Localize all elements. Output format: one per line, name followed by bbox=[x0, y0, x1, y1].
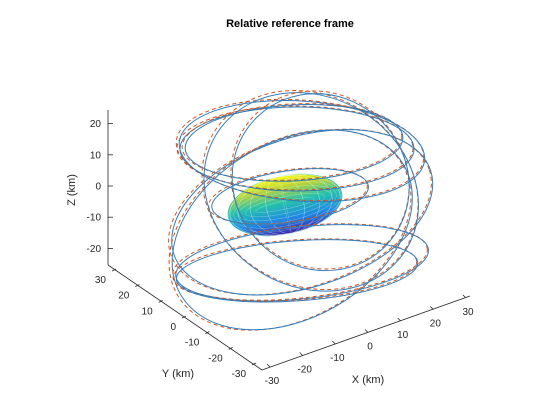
z-tick-label: 0 bbox=[95, 182, 101, 193]
orbit-trace-primary bbox=[171, 129, 434, 296]
orbit-trace-primary bbox=[231, 93, 410, 272]
mesh-line bbox=[237, 174, 333, 236]
z-tick-label: 10 bbox=[90, 150, 102, 161]
y-tick-label: -30 bbox=[232, 369, 247, 380]
orbit-trace-secondary bbox=[181, 103, 403, 181]
orbit-trace-secondary bbox=[175, 98, 425, 202]
mesh-line bbox=[233, 185, 337, 225]
surface-ellipsoid bbox=[226, 173, 344, 237]
mesh-line bbox=[228, 177, 342, 233]
y-tick-mark bbox=[135, 284, 140, 288]
y-tick-label: -20 bbox=[208, 353, 223, 364]
z-tick-label: -20 bbox=[87, 244, 102, 255]
y-tick-mark bbox=[228, 346, 233, 350]
orbit-trace-primary bbox=[184, 104, 404, 182]
mesh-line bbox=[245, 193, 325, 217]
orbit-traces bbox=[168, 89, 434, 331]
orbit-trace-secondary bbox=[168, 129, 412, 331]
mesh-line bbox=[249, 175, 321, 235]
mesh-line bbox=[278, 176, 292, 234]
y-tick-mark bbox=[158, 299, 163, 303]
x-tick-label: -20 bbox=[297, 365, 312, 376]
mesh-line bbox=[249, 175, 321, 235]
x-ticks: -30 -20 -10 0 10 20 30 bbox=[265, 294, 474, 387]
y-axis-label: Y (km) bbox=[162, 368, 194, 380]
mesh-line bbox=[255, 197, 315, 213]
y-tick-mark bbox=[251, 362, 257, 366]
x-tick-mark bbox=[332, 340, 336, 345]
x-tick-mark bbox=[299, 352, 303, 356]
x-tick-mark bbox=[364, 329, 369, 333]
orbit-trace-secondary bbox=[176, 105, 414, 191]
x-tick-label: 10 bbox=[397, 330, 409, 341]
x-tick-label: 30 bbox=[462, 307, 474, 318]
ellipsoid-mesh bbox=[226, 173, 344, 237]
y-tick-label: 20 bbox=[118, 291, 130, 302]
z-tick-label: -10 bbox=[87, 213, 102, 224]
y-axis-line bbox=[107, 264, 263, 371]
z-tick-label: 20 bbox=[90, 119, 102, 130]
chart-title: Relative reference frame bbox=[226, 18, 354, 30]
orbit-trace-primary bbox=[203, 92, 419, 292]
y-tick-mark bbox=[205, 331, 210, 335]
y-tick-mark bbox=[111, 268, 117, 272]
y-tick-label: 30 bbox=[95, 275, 107, 286]
mesh-line bbox=[237, 174, 333, 236]
x-tick-label: -10 bbox=[330, 353, 345, 364]
orbit-trace-secondary bbox=[201, 89, 419, 291]
axes bbox=[107, 110, 471, 371]
z-axis-label: Z (km) bbox=[66, 174, 78, 206]
y-ticks: 30 20 10 0 -10 -20 -30 bbox=[95, 268, 257, 380]
x-axis-line bbox=[261, 295, 471, 371]
y-tick-mark bbox=[181, 315, 187, 319]
y-tick-label: 10 bbox=[142, 306, 154, 317]
mesh-line bbox=[230, 181, 340, 229]
orbit-trace-primary bbox=[175, 224, 429, 302]
mesh-line bbox=[229, 174, 341, 236]
orbit-trace-primary bbox=[175, 239, 419, 303]
x-tick-label: 20 bbox=[430, 319, 442, 330]
y-tick-label: -10 bbox=[185, 338, 200, 349]
x-tick-mark bbox=[266, 363, 271, 368]
x-tick-label: 0 bbox=[367, 342, 373, 353]
x-tick-mark bbox=[430, 306, 434, 310]
y-tick-label: 0 bbox=[170, 322, 176, 333]
x-axis-label: X (km) bbox=[352, 374, 384, 386]
orbit-trace-primary bbox=[171, 129, 413, 331]
mesh-line bbox=[238, 189, 332, 221]
x-tick-label: -30 bbox=[265, 376, 280, 387]
mesh-line bbox=[229, 174, 341, 236]
mesh-line bbox=[226, 173, 344, 237]
orbit-trace-secondary bbox=[172, 223, 428, 301]
orbit-trace-secondary bbox=[172, 238, 418, 302]
x-tick-mark bbox=[462, 294, 467, 299]
orbit-trace-primary bbox=[211, 168, 369, 226]
x-tick-mark bbox=[397, 317, 401, 322]
z-ticks: -20 -10 0 10 20 bbox=[87, 119, 113, 255]
